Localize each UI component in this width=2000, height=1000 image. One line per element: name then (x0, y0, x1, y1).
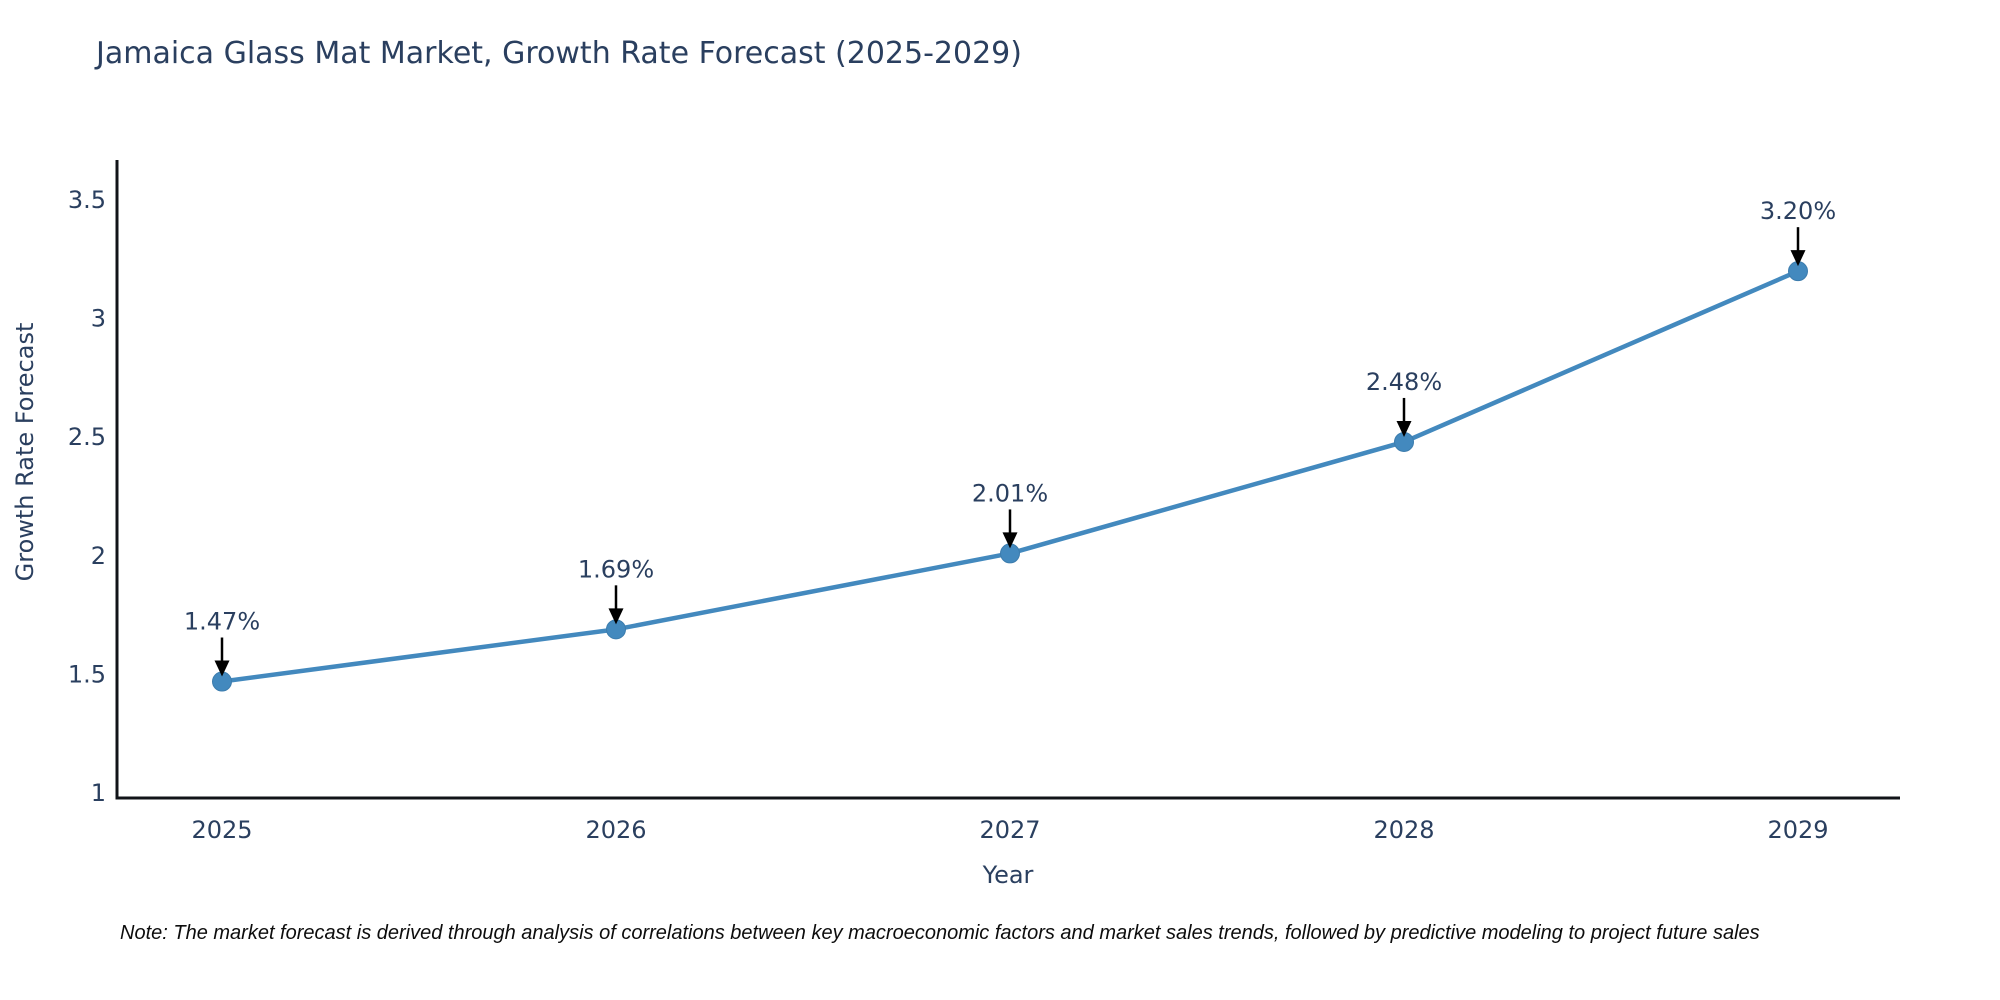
annotation-arrowhead (214, 660, 230, 677)
annotation-arrowhead (608, 608, 624, 625)
x-tick-label: 2028 (1373, 816, 1434, 844)
x-tick-label: 2027 (979, 816, 1040, 844)
data-point-label: 2.01% (972, 479, 1048, 507)
forecast-line (219, 268, 1801, 684)
x-axis-label: Year (982, 861, 1034, 889)
chart-title: Jamaica Glass Mat Market, Growth Rate Fo… (96, 36, 1022, 71)
y-tick-label: 2 (91, 542, 106, 570)
y-tick-label: 3.5 (68, 186, 106, 214)
data-point-label: 3.20% (1760, 197, 1836, 225)
y-tick-label: 2.5 (68, 423, 106, 451)
y-tick-label: 1.5 (68, 660, 106, 688)
y-tick-label: 3 (91, 305, 106, 333)
annotation-arrowhead (1396, 420, 1412, 437)
annotation-arrowhead (1790, 250, 1806, 267)
data-point-label: 1.47% (184, 608, 260, 636)
data-point-label: 1.69% (578, 555, 654, 583)
x-tick-label: 2029 (1767, 816, 1828, 844)
x-tick-label: 2026 (585, 816, 646, 844)
y-tick-label: 1 (91, 779, 106, 807)
annotation-arrowhead (1002, 532, 1018, 549)
data-point-label: 2.48% (1366, 368, 1442, 396)
x-tick-label: 2025 (191, 816, 252, 844)
footnote: Note: The market forecast is derived thr… (120, 922, 1760, 944)
